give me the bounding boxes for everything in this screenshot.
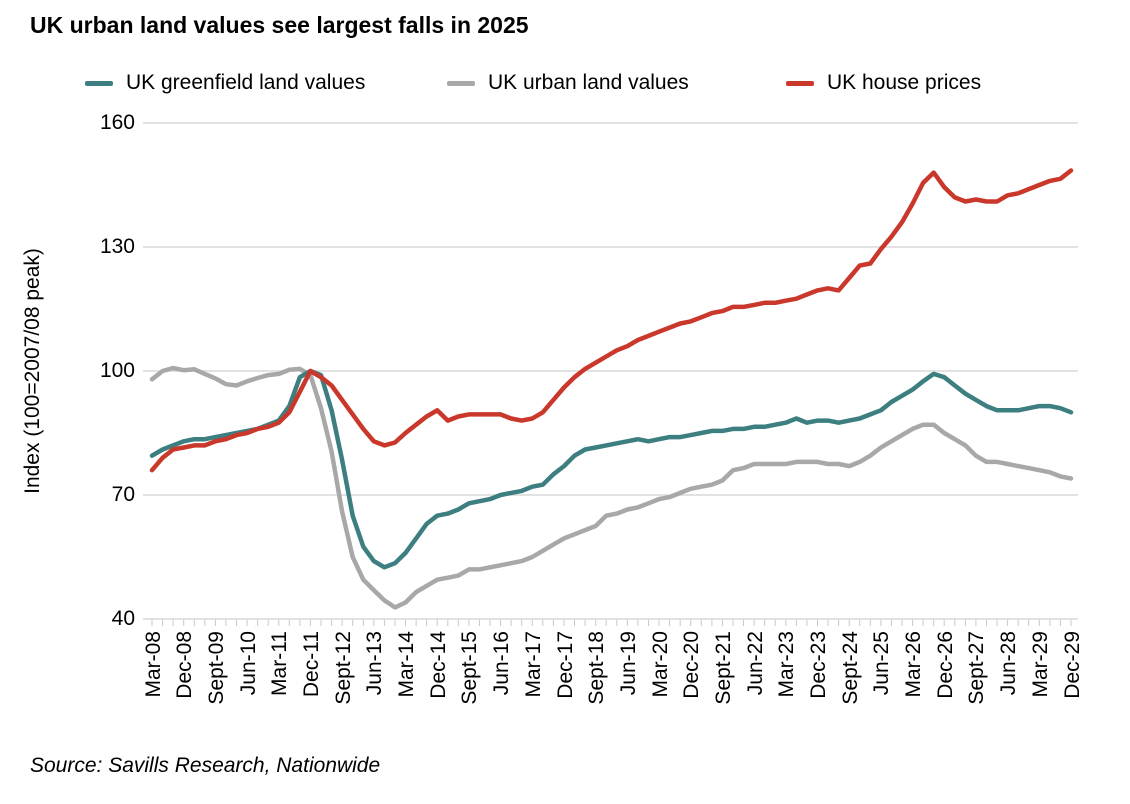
x-axis-label: Dec-17 [553,631,577,699]
x-axis-label: Sept-27 [965,631,989,705]
uk-greenfield-land-values-line [149,368,1074,570]
x-axis-label: Mar-23 [775,631,799,698]
x-axis-label: Sept-12 [331,631,355,705]
x-axis-label: Jun-13 [363,631,387,696]
x-axis-label: Mar-20 [648,631,672,698]
house-prices-line-swatch-icon [786,80,814,86]
x-axis-label: Sept-18 [585,631,609,705]
x-axis-label: Sept-24 [838,631,862,705]
legend-item-urban: UK urban land values [447,70,689,96]
y-tick-100: 100 [99,359,135,382]
greenfield-line-swatch-icon [85,80,113,86]
x-axis-label: Dec-14 [426,631,450,699]
legend-item-house-prices: UK house prices [786,70,981,96]
x-axis-label: Jun-28 [997,631,1021,696]
x-axis-label: Dec-11 [299,631,323,698]
x-axis-label: Mar-29 [1028,631,1052,698]
x-axis-label: Dec-29 [1060,631,1084,699]
legend-label-house-prices: UK house prices [827,71,982,94]
x-axis-label: Sept-09 [204,631,228,705]
x-axis-label: Mar-14 [395,631,418,698]
legend-label-urban: UK urban land values [488,71,689,94]
x-axis-label: Mar-11 [268,631,292,696]
x-axis-label: Jun-19 [616,631,640,696]
x-axis-label: Jun-25 [870,631,894,696]
x-axis-label: Sept-21 [711,631,735,705]
urban-line-swatch-icon [447,80,475,86]
x-axis-label: Mar-17 [521,631,545,698]
x-axis-label: Jun-10 [236,631,260,696]
legend-label-greenfield: UK greenfield land values [126,71,366,94]
source-note: Source: Savills Research, Nationwide [30,754,381,777]
x-axis-label: Dec-08 [173,631,197,699]
x-axis-label: Dec-23 [807,631,830,699]
x-axis-label: Mar-08 [141,631,165,698]
y-tick-70: 70 [111,483,135,506]
x-axis-label: Dec-20 [680,631,704,699]
x-axis-label: Jun-22 [743,631,767,696]
chart-title: UK urban land values see largest falls i… [30,12,529,38]
y-tick-40: 40 [111,607,135,630]
y-tick-160: 160 [99,111,135,134]
x-axis-label: Sept-15 [458,631,482,705]
x-axis-label: Mar-26 [902,631,926,698]
x-axis-label: Jun-16 [490,631,514,696]
y-tick-130: 130 [99,235,135,258]
x-axis-label: Dec-26 [933,631,957,699]
legend-item-greenfield: UK greenfield land values [85,70,365,96]
uk-house-prices-line [149,168,1074,473]
